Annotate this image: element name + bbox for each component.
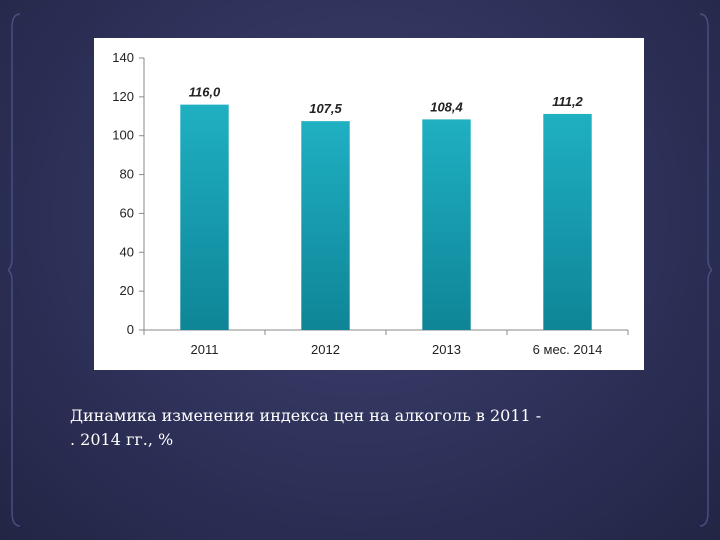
y-tick-label: 120 bbox=[112, 89, 134, 104]
data-label: 116,0 bbox=[189, 85, 221, 100]
bar-chart: 0 20 40 60 80 100 120 140 116,0 2011 107,5 2012 108,… bbox=[112, 50, 629, 357]
x-tick-label: 6 мес. 2014 bbox=[533, 342, 603, 357]
y-tick-label: 100 bbox=[112, 128, 134, 143]
y-tick-label: 20 bbox=[120, 283, 134, 298]
data-label: 111,2 bbox=[552, 94, 583, 109]
data-label: 107,5 bbox=[309, 101, 342, 116]
chart-panel: 0 20 40 60 80 100 120 140 116,0 2011 107,5 2012 108,… bbox=[94, 38, 644, 370]
bar-2011 bbox=[180, 104, 229, 330]
data-label: 108,4 bbox=[430, 99, 463, 114]
x-tick-label: 2012 bbox=[311, 342, 340, 357]
y-tick-label: 60 bbox=[120, 205, 134, 220]
y-tick-label: 80 bbox=[120, 167, 134, 182]
chart-caption: Динамика изменения индекса цен на алкого… bbox=[70, 404, 630, 452]
caption-line-2: . 2014 гг., % bbox=[70, 430, 174, 449]
x-tick-label: 2013 bbox=[432, 342, 461, 357]
y-tick-label: 0 bbox=[127, 322, 134, 337]
y-tick-label: 140 bbox=[112, 50, 134, 65]
y-tick-label: 40 bbox=[120, 244, 134, 259]
bar-2012 bbox=[301, 121, 350, 331]
x-tick-label: 2011 bbox=[191, 342, 219, 357]
caption-line-1: Динамика изменения индекса цен на алкого… bbox=[70, 406, 542, 425]
bar-2013 bbox=[422, 119, 471, 330]
bar-6-мес.-2014 bbox=[543, 113, 592, 330]
